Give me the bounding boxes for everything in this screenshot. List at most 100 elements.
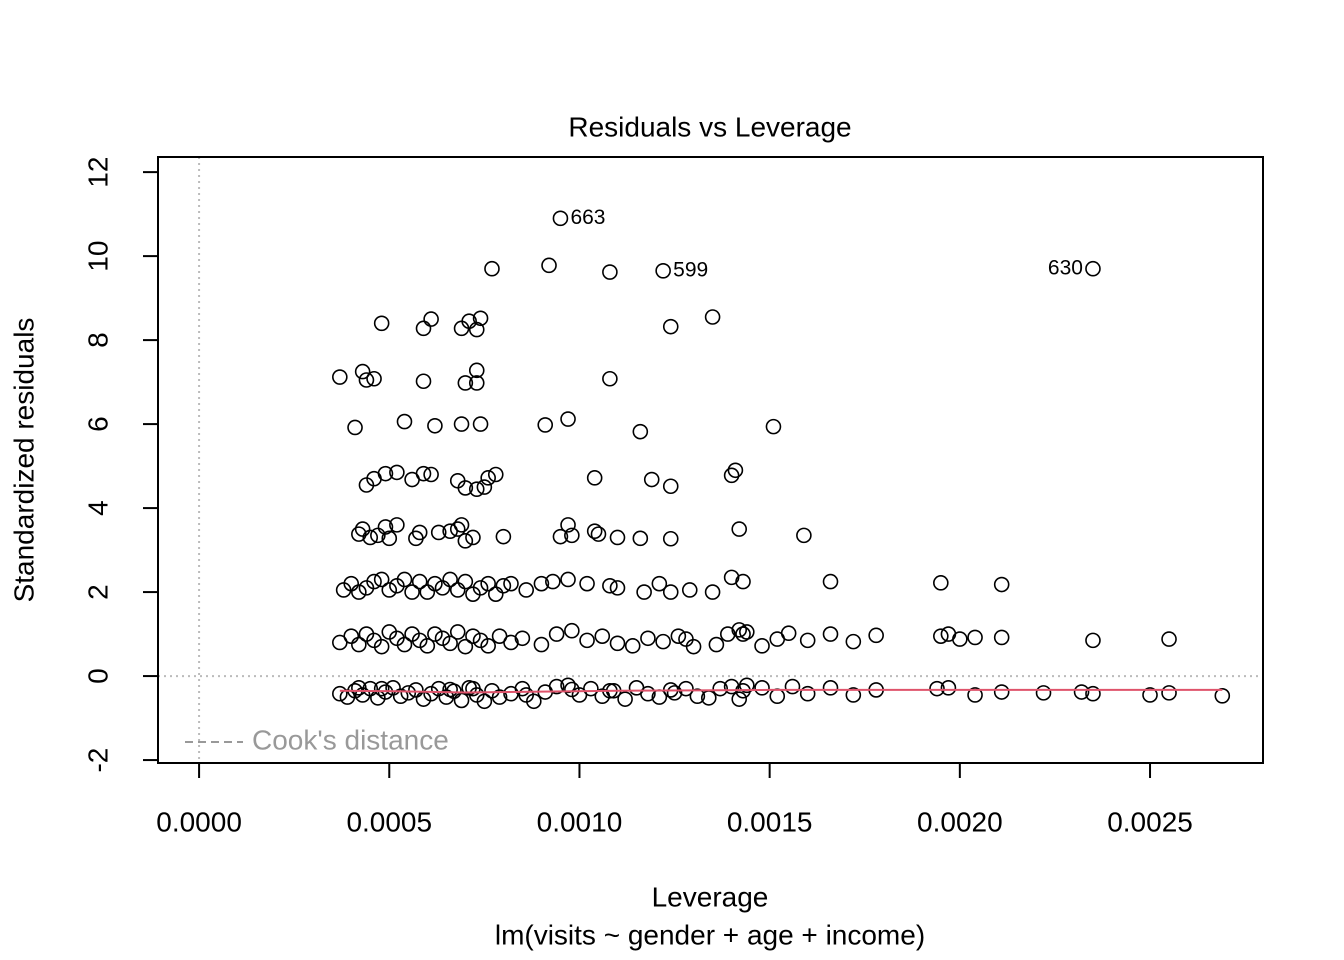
- point: [457, 533, 474, 549]
- point: [655, 633, 671, 650]
- point-label: 663: [570, 206, 605, 229]
- smooth-line: [339, 688, 1223, 694]
- point: [408, 682, 424, 698]
- point: [708, 636, 725, 653]
- point-label: 599: [673, 258, 708, 281]
- point: [373, 571, 390, 588]
- point: [799, 632, 816, 649]
- point: [548, 626, 565, 642]
- point: [993, 684, 1010, 700]
- point: [468, 362, 485, 379]
- point: [442, 681, 458, 698]
- point: [1085, 685, 1101, 702]
- point: [1214, 688, 1231, 704]
- point: [735, 573, 751, 590]
- point: [564, 527, 580, 544]
- point: [468, 481, 485, 497]
- y-tick-label: 6: [82, 416, 113, 432]
- point: [457, 375, 474, 391]
- point: [351, 526, 367, 542]
- legend-label: Cook's distance: [252, 724, 449, 755]
- point: [495, 528, 512, 545]
- point: [651, 575, 668, 592]
- point: [396, 636, 413, 653]
- point: [712, 680, 728, 697]
- point: [640, 685, 656, 702]
- point: [822, 573, 839, 590]
- point: [1085, 632, 1101, 649]
- point: [609, 580, 626, 596]
- point: [727, 462, 744, 479]
- point: [449, 624, 466, 640]
- point: [453, 517, 470, 533]
- point: [993, 576, 1010, 593]
- point: [465, 680, 481, 697]
- point: [449, 521, 466, 537]
- point: [347, 419, 363, 436]
- point: [449, 582, 466, 598]
- point: [602, 370, 618, 387]
- point: [765, 418, 782, 435]
- point: [1142, 687, 1158, 703]
- point: [366, 573, 382, 590]
- point: [590, 526, 607, 542]
- point: [602, 264, 618, 280]
- point: [796, 527, 812, 544]
- point: [1085, 260, 1101, 277]
- point: [689, 688, 706, 705]
- point: [822, 626, 839, 642]
- point: [423, 685, 439, 702]
- point: [351, 584, 367, 600]
- point: [476, 693, 493, 710]
- point: [754, 638, 770, 654]
- point: [594, 628, 611, 644]
- point: [373, 315, 390, 332]
- point: [465, 529, 481, 546]
- point: [533, 636, 550, 653]
- point: [769, 688, 786, 705]
- point: [415, 465, 432, 482]
- point: [784, 678, 801, 695]
- point: [735, 626, 751, 642]
- point: [723, 467, 740, 484]
- point: [632, 423, 649, 440]
- point: [332, 685, 348, 702]
- point: [868, 627, 884, 644]
- point: [731, 521, 748, 537]
- point: [933, 628, 949, 644]
- point: [495, 577, 512, 594]
- point: [685, 638, 702, 655]
- point: [723, 569, 740, 586]
- point: [423, 311, 439, 327]
- point: [480, 575, 496, 592]
- point: [457, 480, 474, 496]
- point: [940, 680, 957, 696]
- point: [731, 622, 748, 638]
- point: [548, 678, 565, 695]
- point: [662, 530, 679, 547]
- point: [845, 687, 862, 703]
- point: [769, 631, 786, 647]
- point: [332, 369, 348, 385]
- point: [415, 373, 432, 390]
- point: [678, 631, 694, 647]
- point: [480, 470, 496, 486]
- x-tick-label: 0.0020: [917, 806, 1003, 837]
- point: [1035, 685, 1052, 701]
- point: [411, 524, 428, 541]
- y-tick-label: 4: [82, 500, 113, 516]
- point: [468, 375, 485, 391]
- point: [343, 628, 360, 644]
- point: [643, 471, 660, 488]
- point: [933, 575, 949, 591]
- x-axis-label: Leverage: [652, 881, 769, 912]
- point: [423, 466, 439, 483]
- point: [662, 584, 679, 600]
- point: [552, 210, 569, 227]
- point: [579, 575, 595, 592]
- point: [579, 632, 595, 649]
- y-tick-label: 12: [82, 157, 113, 188]
- point: [503, 634, 519, 651]
- x-tick-label: 0.0000: [156, 806, 242, 837]
- point: [465, 628, 481, 644]
